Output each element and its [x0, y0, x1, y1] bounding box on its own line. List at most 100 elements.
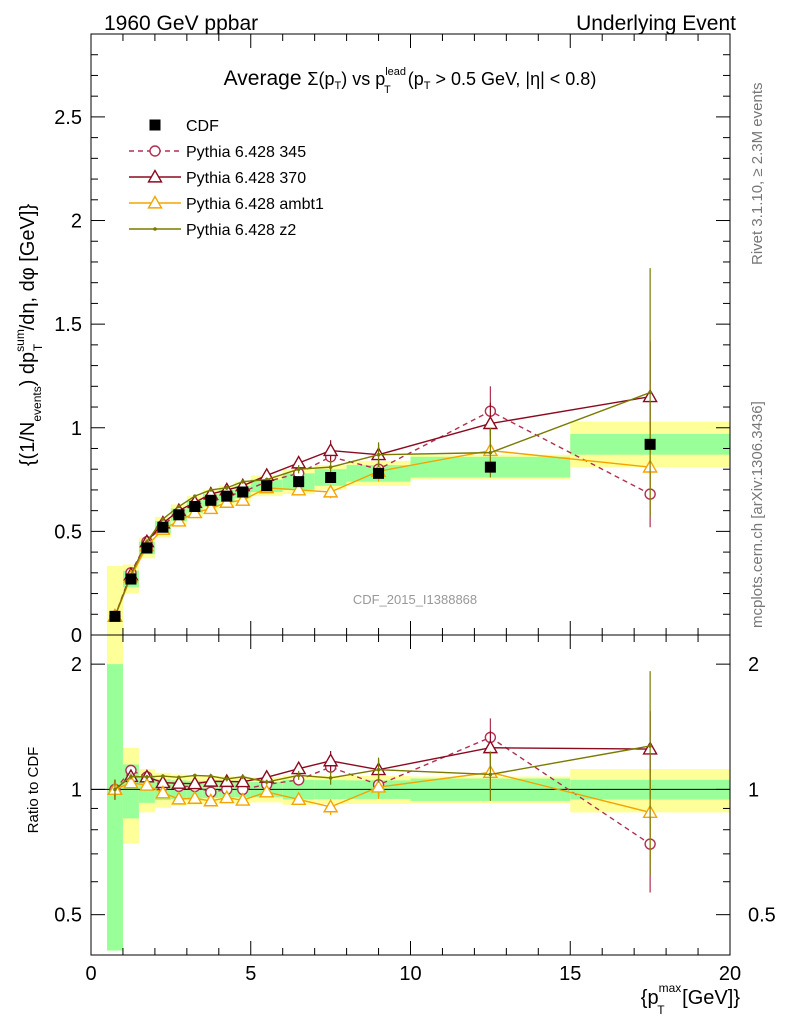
main-point	[235, 492, 251, 506]
ratio-point	[376, 767, 381, 772]
ratio-point	[322, 752, 339, 767]
x-tick-label: 5	[245, 963, 256, 985]
header-right: Underlying Event	[576, 12, 736, 35]
ratio-point	[488, 772, 493, 777]
legend-entry-pythia-6-428-370: Pythia 6.428 370	[129, 169, 306, 187]
y-tick-label: 0	[71, 625, 82, 647]
x-tick-label: 0	[85, 963, 96, 985]
legend-entry-pythia-6-428-345: Pythia 6.428 345	[129, 144, 306, 161]
data-point	[141, 542, 153, 554]
ratio-point	[171, 791, 187, 805]
data-point	[173, 509, 185, 521]
y-tick-label: 2	[71, 211, 82, 233]
axes-frames: 0 5 10 15 20 0 0.5 1 1.5 2 2.5 0.5 0.5 1 1 2 2	[54, 33, 776, 985]
ratio-tick-label-right: 1	[748, 779, 759, 801]
series-pythia-6-428-370	[107, 340, 658, 800]
data-point	[189, 501, 201, 513]
y-tick-label: 1.5	[54, 314, 82, 336]
legend-entry-pythia-6-428-z2: Pythia 6.428 z2	[129, 222, 296, 239]
main-uncertainty-bands	[106, 421, 730, 662]
rivet-label: Rivet 3.1.10, ≥ 2.3M events	[749, 83, 766, 266]
ratio-point	[203, 792, 219, 807]
legend-entry-cdf: CDF	[149, 118, 219, 135]
ratio-y-label: Ratio to CDF	[25, 747, 42, 834]
main-point	[224, 486, 229, 490]
main-point	[488, 450, 493, 455]
legend-label: Pythia 6.428 370	[186, 170, 306, 187]
ratio-point	[193, 773, 197, 778]
legend-marker	[147, 169, 163, 183]
main-point	[290, 482, 307, 496]
main-point	[322, 484, 339, 498]
data-point	[237, 486, 249, 498]
y-tick-label: 2.5	[54, 107, 82, 129]
data-point	[261, 480, 273, 492]
ratio-point	[259, 784, 275, 798]
ratio-point	[177, 775, 181, 780]
series-cdf	[109, 438, 656, 622]
ratio-point	[370, 779, 387, 793]
main-point	[177, 504, 181, 509]
series-layer	[107, 268, 658, 893]
main-point	[328, 465, 333, 469]
data-point	[373, 467, 385, 479]
ratio-point	[235, 792, 251, 806]
ratio-point	[203, 773, 219, 787]
ratio-uncertainty-bands	[106, 565, 730, 951]
series-pythia-6-428-z2	[113, 268, 652, 876]
ratio-point	[328, 776, 333, 780]
ratio-point	[145, 775, 149, 779]
ratio-point	[224, 777, 229, 781]
ratio-tick-label-right: 0.5	[748, 905, 776, 927]
data-point	[484, 461, 496, 473]
data-point	[157, 521, 169, 533]
ratio-point	[187, 775, 203, 790]
ratio-point	[290, 791, 307, 806]
data-point	[125, 573, 137, 585]
ratio-point	[235, 773, 251, 788]
main-point	[296, 467, 301, 472]
data-point	[109, 610, 121, 622]
ratio-point	[648, 744, 652, 748]
legend-marker	[147, 195, 163, 209]
ratio-point	[240, 774, 245, 779]
y-tick-label: 0.5	[54, 521, 82, 543]
main-point	[376, 452, 381, 457]
legend-label: CDF	[186, 118, 219, 135]
legend-marker	[149, 145, 161, 157]
ratio-point	[296, 773, 301, 778]
legend-entry-pythia-6-428-ambt1: Pythia 6.428 ambt1	[129, 195, 324, 213]
y-axis-label: {(1/Nevents) dpsum T /dη, dφ [GeV]}	[13, 204, 45, 467]
data-point	[293, 476, 305, 488]
legend-label: Pythia 6.428 345	[186, 144, 306, 161]
ratio-tick-label-right: 2	[748, 654, 759, 676]
legend-label: Pythia 6.428 ambt1	[186, 196, 324, 213]
legend-label: Pythia 6.428 z2	[186, 222, 296, 239]
ratio-inner-band	[106, 664, 123, 951]
chart-title: Average Σ(pT) vs plead T (pT > 0.5 GeV, |…	[224, 66, 597, 96]
ratio-point	[129, 774, 133, 779]
ratio-point	[155, 785, 171, 799]
main-point	[203, 500, 219, 515]
ratio-point	[161, 774, 165, 778]
main-point	[648, 390, 652, 395]
ratio-tick-label-left: 2	[71, 654, 82, 676]
data-point	[644, 438, 656, 450]
main-point	[209, 488, 213, 492]
header-left: 1960 GeV ppbar	[104, 12, 258, 35]
legend-marker	[153, 227, 157, 231]
main-point	[240, 479, 245, 484]
data-point	[221, 490, 233, 502]
ratio-point	[322, 798, 339, 813]
ratio-point	[482, 739, 499, 754]
y-tick-label: 1	[71, 418, 82, 440]
ratio-point	[171, 775, 187, 789]
legend-marker	[149, 119, 161, 131]
legend: CDF Pythia 6.428 345 Pythia 6.428 370 Pythi…	[129, 118, 324, 239]
x-tick-label: 10	[399, 963, 421, 985]
data-point	[205, 494, 217, 506]
ratio-point	[264, 780, 269, 784]
ratio-tick-label-left: 1	[71, 779, 82, 801]
